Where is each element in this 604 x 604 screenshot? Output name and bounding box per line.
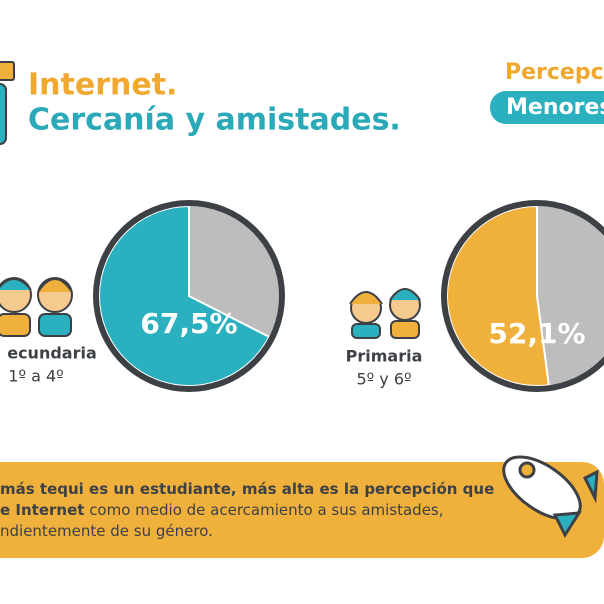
header-icon	[0, 61, 15, 145]
pie-border	[441, 200, 604, 392]
footer-text: más tequi es un estudiante, más alta es …	[0, 480, 494, 498]
pie-border	[93, 200, 285, 392]
title: Internet.	[28, 68, 177, 103]
footer-line: más tequi es un estudiante, más alta es …	[0, 480, 494, 498]
value-label: 67,5%	[140, 307, 237, 340]
footer-text: como medio de acercamiento a sus amistad…	[84, 501, 443, 519]
category-label: ecundaria	[7, 344, 97, 363]
rocket-icon	[502, 455, 599, 539]
footer-line: e Internet como medio de acercamiento a …	[0, 501, 444, 519]
badge-text: Menores	[506, 95, 604, 120]
value-label: 52,1%	[488, 317, 585, 350]
pie-slice	[446, 204, 550, 387]
badge	[490, 91, 604, 124]
category-note: 1º a 4º	[8, 367, 63, 386]
pie-slice	[98, 204, 271, 387]
right-title: Percepc	[505, 60, 604, 85]
subtitle: Cercanía y amistades.	[28, 103, 401, 138]
footer-band	[0, 462, 604, 558]
footer-text: ndientemente de su género.	[0, 522, 213, 540]
kids-icon	[0, 277, 421, 339]
category-note: 5º y 6º	[356, 370, 411, 389]
category-label: Primaria	[346, 347, 423, 366]
footer-line: ndientemente de su género.	[0, 522, 213, 540]
footer-text: e Internet	[0, 501, 84, 519]
